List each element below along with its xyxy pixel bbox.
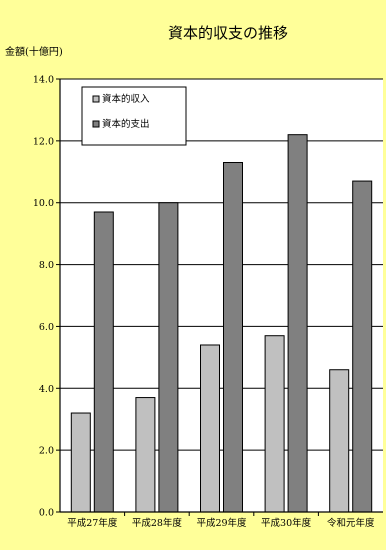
chart-title: 資本的収支の推移 [168,24,288,42]
bar-expenditure [158,202,179,513]
bar-expenditure [352,180,373,513]
bar-income [264,335,285,513]
y-axis-label: 金額(十億円) [5,45,63,58]
y-tick-label: 0.0 [39,508,54,519]
bar-income [135,397,156,513]
x-tick-labels: 平成27年度 平成28年度 平成29年度 平成30年度 令和元年度 [67,517,375,529]
y-tick-labels: 0.0 2.0 4.0 6.0 8.0 10.0 12.0 14.0 [33,75,54,519]
plot-area [60,79,383,512]
bar-expenditure [93,211,114,513]
legend-label-income: 資本的収入 [102,93,150,105]
y-tick-label: 8.0 [39,260,54,271]
y-tick-label: 14.0 [33,75,54,86]
axes [59,79,383,516]
y-tick-label: 2.0 [39,446,54,457]
bar-expenditure [223,162,243,513]
legend-swatch-expenditure [92,120,100,128]
grid-lines [56,78,383,513]
y-tick-label: 12.0 [33,136,54,147]
bar-income [200,344,220,513]
y-tick-label: 6.0 [39,322,54,333]
x-tick-label: 平成30年度 [261,517,312,529]
legend: 資本的収入 資本的支出 [81,86,187,146]
legend-swatch-income [92,95,100,103]
x-tick-label: 平成29年度 [196,517,247,529]
x-tick-label: 平成28年度 [132,517,183,529]
y-tick-label: 4.0 [39,384,54,395]
bar-income [70,412,91,513]
legend-label-expenditure: 資本的支出 [102,118,150,130]
x-tick-label: 平成27年度 [67,517,118,529]
y-tick-label: 10.0 [33,198,54,209]
x-tick-label: 令和元年度 [327,517,375,529]
bar-income [329,369,350,513]
bar-expenditure [287,134,308,513]
